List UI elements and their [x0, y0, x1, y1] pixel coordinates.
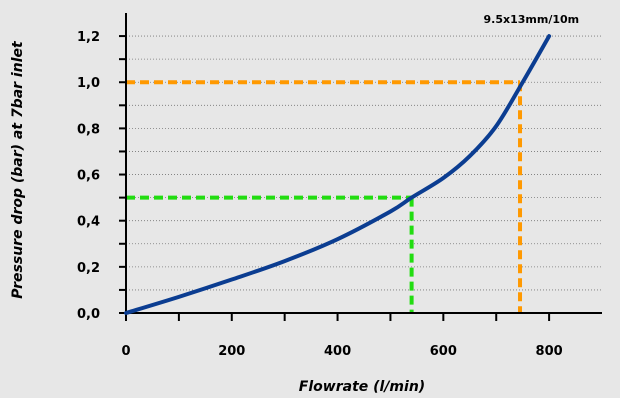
- series-layer: [124, 34, 552, 315]
- y-tick-label: 1,0: [77, 76, 100, 91]
- axes: [119, 13, 602, 321]
- series-line: [124, 34, 552, 315]
- y-axis-title: Pressure drop (bar) at 7bar inlet: [10, 40, 26, 299]
- y-tick-label: 0,6: [77, 169, 100, 184]
- x-tick-label: 400: [324, 344, 351, 359]
- x-tick-label: 200: [218, 344, 245, 359]
- y-tick-label: 0,2: [77, 261, 100, 276]
- y-tick-label: 0,8: [77, 122, 100, 137]
- x-tick-label: 600: [430, 344, 457, 359]
- x-axis-title: Flowrate (l/min): [299, 379, 425, 395]
- x-tick-label: 0: [121, 344, 130, 359]
- x-tick-label: 800: [536, 344, 563, 359]
- y-tick-label: 0,4: [77, 215, 100, 230]
- grid-layer: [126, 35, 602, 291]
- series-label: 9.5x13mm/10m: [484, 13, 580, 26]
- reference-lines: [126, 80, 523, 313]
- labels: 0,0 0,2 0,4 0,6 0,8 1,0 1,2 0 200 400 600 800 9.5x13…: [77, 13, 579, 359]
- y-tick-label: 0,0: [77, 307, 100, 322]
- y-tick-label: 1,2: [77, 30, 100, 45]
